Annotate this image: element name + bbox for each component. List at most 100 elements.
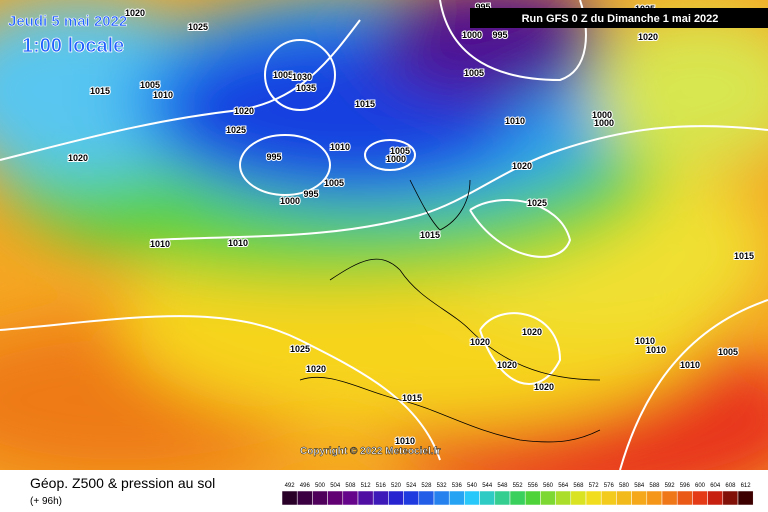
colorbar-label: 532 (437, 483, 448, 489)
isobar-label: 1025 (290, 344, 310, 354)
colorbar-label: 512 (361, 483, 372, 489)
colorbar-swatch (357, 490, 374, 506)
colorbar-label: 572 (589, 483, 600, 489)
colorbar-label: 588 (649, 483, 660, 489)
colorbar-label: 556 (528, 483, 539, 489)
colorbar-label: 496 (300, 483, 311, 489)
colorbar-label: 584 (634, 483, 645, 489)
isobar-label: 1015 (420, 230, 440, 240)
colorbar-swatch (296, 490, 313, 506)
colorbar-label: 500 (315, 483, 326, 489)
colorbar-swatch (372, 490, 389, 506)
footer-title: Géop. Z500 & pression au sol (30, 475, 215, 491)
isobar-label: 1020 (534, 382, 554, 392)
colorbar-label: 580 (619, 483, 630, 489)
colorbar-swatch (342, 490, 359, 506)
colorbar: 492 496 500 504 508 512 516 520 524 528 532 536 540 5… (281, 483, 754, 506)
colorbar-label: 492 (285, 483, 296, 489)
isobar-label: 1005 (324, 178, 344, 188)
colorbar-label: 504 (330, 483, 341, 489)
isobar-label: 1000 (594, 118, 614, 128)
colorbar-swatch (312, 490, 328, 506)
colorbar-swatch (570, 490, 587, 506)
colorbar-label: 540 (467, 483, 478, 489)
colorbar-label: 612 (741, 483, 752, 489)
isobar-label: 1000 (386, 154, 406, 164)
colorbar-swatch (585, 490, 602, 506)
colorbar-swatch (661, 490, 678, 506)
colorbar-label: 520 (391, 483, 402, 489)
colorbar-label: 576 (604, 483, 615, 489)
colorbar-swatch (707, 490, 724, 506)
colorbar-label: 508 (345, 483, 356, 489)
colorbar-swatch (692, 490, 708, 506)
colorbar-label: 564 (558, 483, 569, 489)
isobar-label: 1005 (390, 146, 410, 156)
isobar-label: 1020 (234, 106, 254, 116)
colorbar-swatch (600, 490, 617, 506)
colorbar-label: 568 (573, 483, 584, 489)
colorbar-swatch (646, 490, 663, 506)
isobar-label: 1010 (150, 239, 170, 249)
date-text: Jeudi 5 mai 2022 (8, 13, 127, 30)
isobar-label: 1020 (125, 8, 145, 18)
isobar-label: 1000 (280, 196, 300, 206)
isobar-label: 1020 (306, 364, 326, 374)
run-banner (470, 8, 768, 28)
isobar-label: 1000 (462, 30, 482, 40)
isobar-label: 1015 (355, 99, 375, 109)
isobar-label: 1000 (592, 110, 612, 120)
colorbar-label: 552 (513, 483, 524, 489)
colorbar-label: 608 (725, 483, 736, 489)
colorbar-swatch (448, 490, 465, 506)
colorbar-swatch (631, 490, 648, 506)
colorbar-label: 528 (421, 483, 432, 489)
isobar-label: 1020 (68, 153, 88, 163)
colorbar-swatch (722, 490, 739, 506)
isobars (0, 0, 768, 471)
colorbar-label: 596 (680, 483, 691, 489)
colorbar-swatch (509, 490, 526, 506)
colorbar-label: 600 (695, 483, 706, 489)
run-text: Run GFS 0 Z du Dimanche 1 mai 2022 (522, 13, 719, 25)
isobar-label: 1020 (522, 327, 542, 337)
isobar-label: 995 (303, 189, 318, 199)
footer-subtitle: (+ 96h) (30, 496, 62, 507)
colorbar-swatch (464, 490, 480, 506)
colorbar-swatch (540, 490, 556, 506)
isobar-label: 1005 (464, 68, 484, 78)
isobar-label: 1010 (646, 345, 666, 355)
colorbar-swatch (433, 490, 450, 506)
isobar-label: 1015 (734, 251, 754, 261)
colorbar-swatch (388, 490, 404, 506)
colorbar-label: 544 (482, 483, 493, 489)
time-text: 1:00 locale (22, 35, 124, 57)
colorbar-swatch (524, 490, 541, 506)
isobar-label: 1010 (680, 360, 700, 370)
colorbar-label: 516 (376, 483, 387, 489)
colorbar-swatch (616, 490, 632, 506)
colorbar-swatch (494, 490, 511, 506)
isobar-label: 1025 (226, 125, 246, 135)
isobar-label: 1005 (140, 80, 160, 90)
isobar-label: 1020 (497, 360, 517, 370)
isobar-label: 1010 (228, 238, 248, 248)
isobar-label: 1020 (470, 337, 490, 347)
colorbar-swatch (479, 490, 496, 506)
colorbar-swatch (418, 490, 435, 506)
isobar-label: 1035 (296, 83, 316, 93)
coastlines (299, 179, 601, 443)
isobar-label: 1025 (527, 198, 547, 208)
colorbar-label: 604 (710, 483, 721, 489)
colorbar-label: 560 (543, 483, 554, 489)
isobar-label: 995 (492, 30, 507, 40)
isobar-label: 1005 (273, 70, 293, 80)
colorbar-swatch (281, 490, 298, 506)
isobar-label: 1015 (90, 86, 110, 96)
isobar-label: 1010 (153, 90, 173, 100)
colorbar-label: 536 (452, 483, 463, 489)
isobar-label: 1025 (188, 22, 208, 32)
